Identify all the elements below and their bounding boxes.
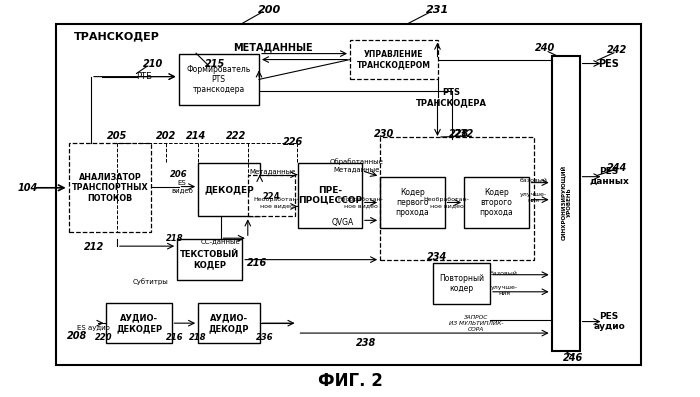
Bar [298,163,362,228]
Text: PES
данных: PES данных [589,167,629,186]
Bar [177,239,242,280]
Text: УПРАВЛЕНИЕ
ТРАНСКОДЕРОМ: УПРАВЛЕНИЕ ТРАНСКОДЕРОМ [357,50,430,69]
Text: 210: 210 [143,59,162,69]
Text: СС-данные: СС-данные [201,238,240,244]
Text: Формирователь
PTS
транскодера: Формирователь PTS транскодера [187,64,251,94]
Text: 231: 231 [426,5,449,15]
Text: 220: 220 [94,333,113,342]
Text: 230: 230 [374,129,393,139]
Text: 232: 232 [454,129,474,139]
Text: 214: 214 [186,131,206,141]
Bar [248,175,295,216]
Bar [433,263,490,304]
Text: Повторный
кодер: Повторный кодер [439,274,484,293]
Text: ЗАПРОС
ИЗ МУЛЬТИПЛИК-
СОРА: ЗАПРОС ИЗ МУЛЬТИПЛИК- СОРА [449,315,503,332]
Text: 246: 246 [563,353,582,363]
Text: 218: 218 [166,234,184,243]
Text: СИНХРОНИЗИРУЮЩИЙ
УРОВЕНЬ: СИНХРОНИЗИРУЮЩИЙ УРОВЕНЬ [560,165,571,240]
Text: PTS
ТРАНСКОДЕРА: PTS ТРАНСКОДЕРА [416,88,487,107]
Text: улучше-
ния: улучше- ния [520,192,547,203]
Text: 200: 200 [258,5,281,15]
Text: 222: 222 [226,131,246,141]
Text: ES аудио: ES аудио [77,325,109,331]
Text: ДЕКОДЕР: ДЕКОДЕР [204,185,254,194]
Bar [464,177,528,228]
Text: улучше-
ния: улучше- ния [491,285,517,296]
Text: ФИГ. 2: ФИГ. 2 [318,372,382,390]
Text: АНАЛИЗАТОР
ТРАНСПОРТНЫХ
ПОТОКОВ: АНАЛИЗАТОР ТРАНСПОРТНЫХ ПОТОКОВ [71,173,148,203]
Bar [198,163,260,216]
Text: 238: 238 [356,338,376,349]
Text: 242: 242 [608,45,627,56]
Text: 104: 104 [18,183,38,193]
Text: базовый: базовый [490,272,518,276]
Bar [552,56,580,351]
Text: 216: 216 [247,258,267,268]
Bar [69,143,151,232]
Text: РТБ: РТБ [136,72,153,81]
Text: Необработан-
ное видео: Необработан- ное видео [253,197,300,208]
Bar [380,177,444,228]
Text: 215: 215 [205,59,225,69]
Bar [350,40,438,79]
Text: 202: 202 [156,131,176,141]
Text: 244: 244 [608,162,627,173]
Text: 208: 208 [67,331,87,341]
Text: 224: 224 [262,192,281,201]
Text: ES
видео: ES видео [171,180,193,193]
Text: Метаданные: Метаданные [250,168,296,174]
Text: МЕТАДАННЫЕ: МЕТАДАННЫЕ [233,42,313,52]
Text: 226: 226 [283,137,302,147]
Text: ТЕКСТОВЫЙ
КОДЕР: ТЕКСТОВЫЙ КОДЕР [180,250,239,269]
Text: базовый: базовый [519,178,547,183]
Text: 206: 206 [169,170,188,179]
Bar [380,137,534,260]
Text: АУДИО-
ДЕКОДР: АУДИО- ДЕКОДР [209,314,249,333]
Text: Необработан-
ное видео: Необработан- ное видео [337,197,384,208]
Text: Субтитры: Субтитры [132,278,169,285]
Bar [198,303,260,343]
Text: ТРАНСКОДЕР: ТРАНСКОДЕР [74,31,160,42]
Bar [56,24,640,365]
Text: 218: 218 [188,333,206,342]
Bar [178,54,259,105]
Text: QVGA: QVGA [332,218,354,227]
Text: 212: 212 [85,242,104,252]
Text: 216: 216 [166,333,184,342]
Text: Обработанные
Метаданные: Обработанные Метаданные [330,158,384,172]
Text: 234: 234 [428,252,447,262]
Text: PES: PES [598,58,620,69]
Text: АУДИО-
ДЕКОДЕР: АУДИО- ДЕКОДЕР [116,314,162,333]
Text: 240: 240 [535,43,554,54]
Text: ПРЕ-
ПРОЦЕССОР: ПРЕ- ПРОЦЕССОР [298,186,362,205]
Text: PES
аудио: PES аудио [593,312,625,331]
Text: 228: 228 [449,129,469,139]
Text: Кодер
второго
прохода: Кодер второго прохода [480,187,513,218]
Text: 205: 205 [107,131,127,141]
Text: Необработан-
ное видео: Необработан- ное видео [424,197,470,208]
Bar [106,303,172,343]
Text: Кодер
первого
прохода: Кодер первого прохода [395,187,429,218]
Text: 236: 236 [256,333,274,342]
